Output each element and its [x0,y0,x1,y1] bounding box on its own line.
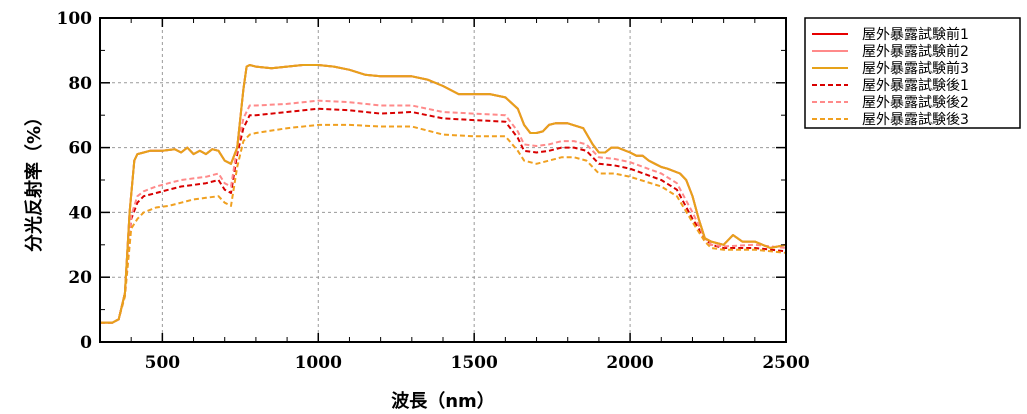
series-line-6 [100,123,787,324]
legend-label: 屋外暴露試験前2 [862,43,969,60]
axis-ticks [99,17,787,343]
grid-lines [100,18,786,342]
y-tick-label: 80 [68,74,92,94]
y-tick-label: 60 [68,139,92,159]
series-layer [100,64,787,324]
legend-label: 屋外暴露試験前1 [862,26,969,43]
legend-label: 屋外暴露試験前3 [862,60,969,77]
y-tick-label: 40 [68,203,92,223]
y-tick-label: 100 [57,9,93,29]
y-tick-label: 0 [80,333,92,353]
legend-box [804,17,1021,129]
x-tick-label: 2000 [606,353,653,373]
series-line-3 [100,64,787,324]
x-tick-label: 500 [145,353,181,373]
legend: 屋外暴露試験前1屋外暴露試験前2屋外暴露試験前3屋外暴露試験後1屋外暴露試験後2… [804,17,1021,129]
y-axis-title: 分光反射率（%） [23,108,45,252]
legend-label: 屋外暴露試験後1 [862,78,969,94]
series-line-5 [100,99,787,324]
legend-label: 屋外暴露試験後3 [862,112,969,128]
x-tick-label: 2500 [762,353,809,373]
x-tick-label: 1500 [451,353,498,373]
x-tick-label: 1000 [295,353,342,373]
x-axis-title: 波長（nm） [391,390,495,412]
plot-frame [99,17,787,343]
tick-labels: 500 1000 1500 2000 2500 0 20 40 60 80 100 [57,9,810,373]
legend-label: 屋外暴露試験後2 [862,95,969,111]
y-tick-label: 20 [68,268,92,288]
series-line-4 [100,107,787,324]
